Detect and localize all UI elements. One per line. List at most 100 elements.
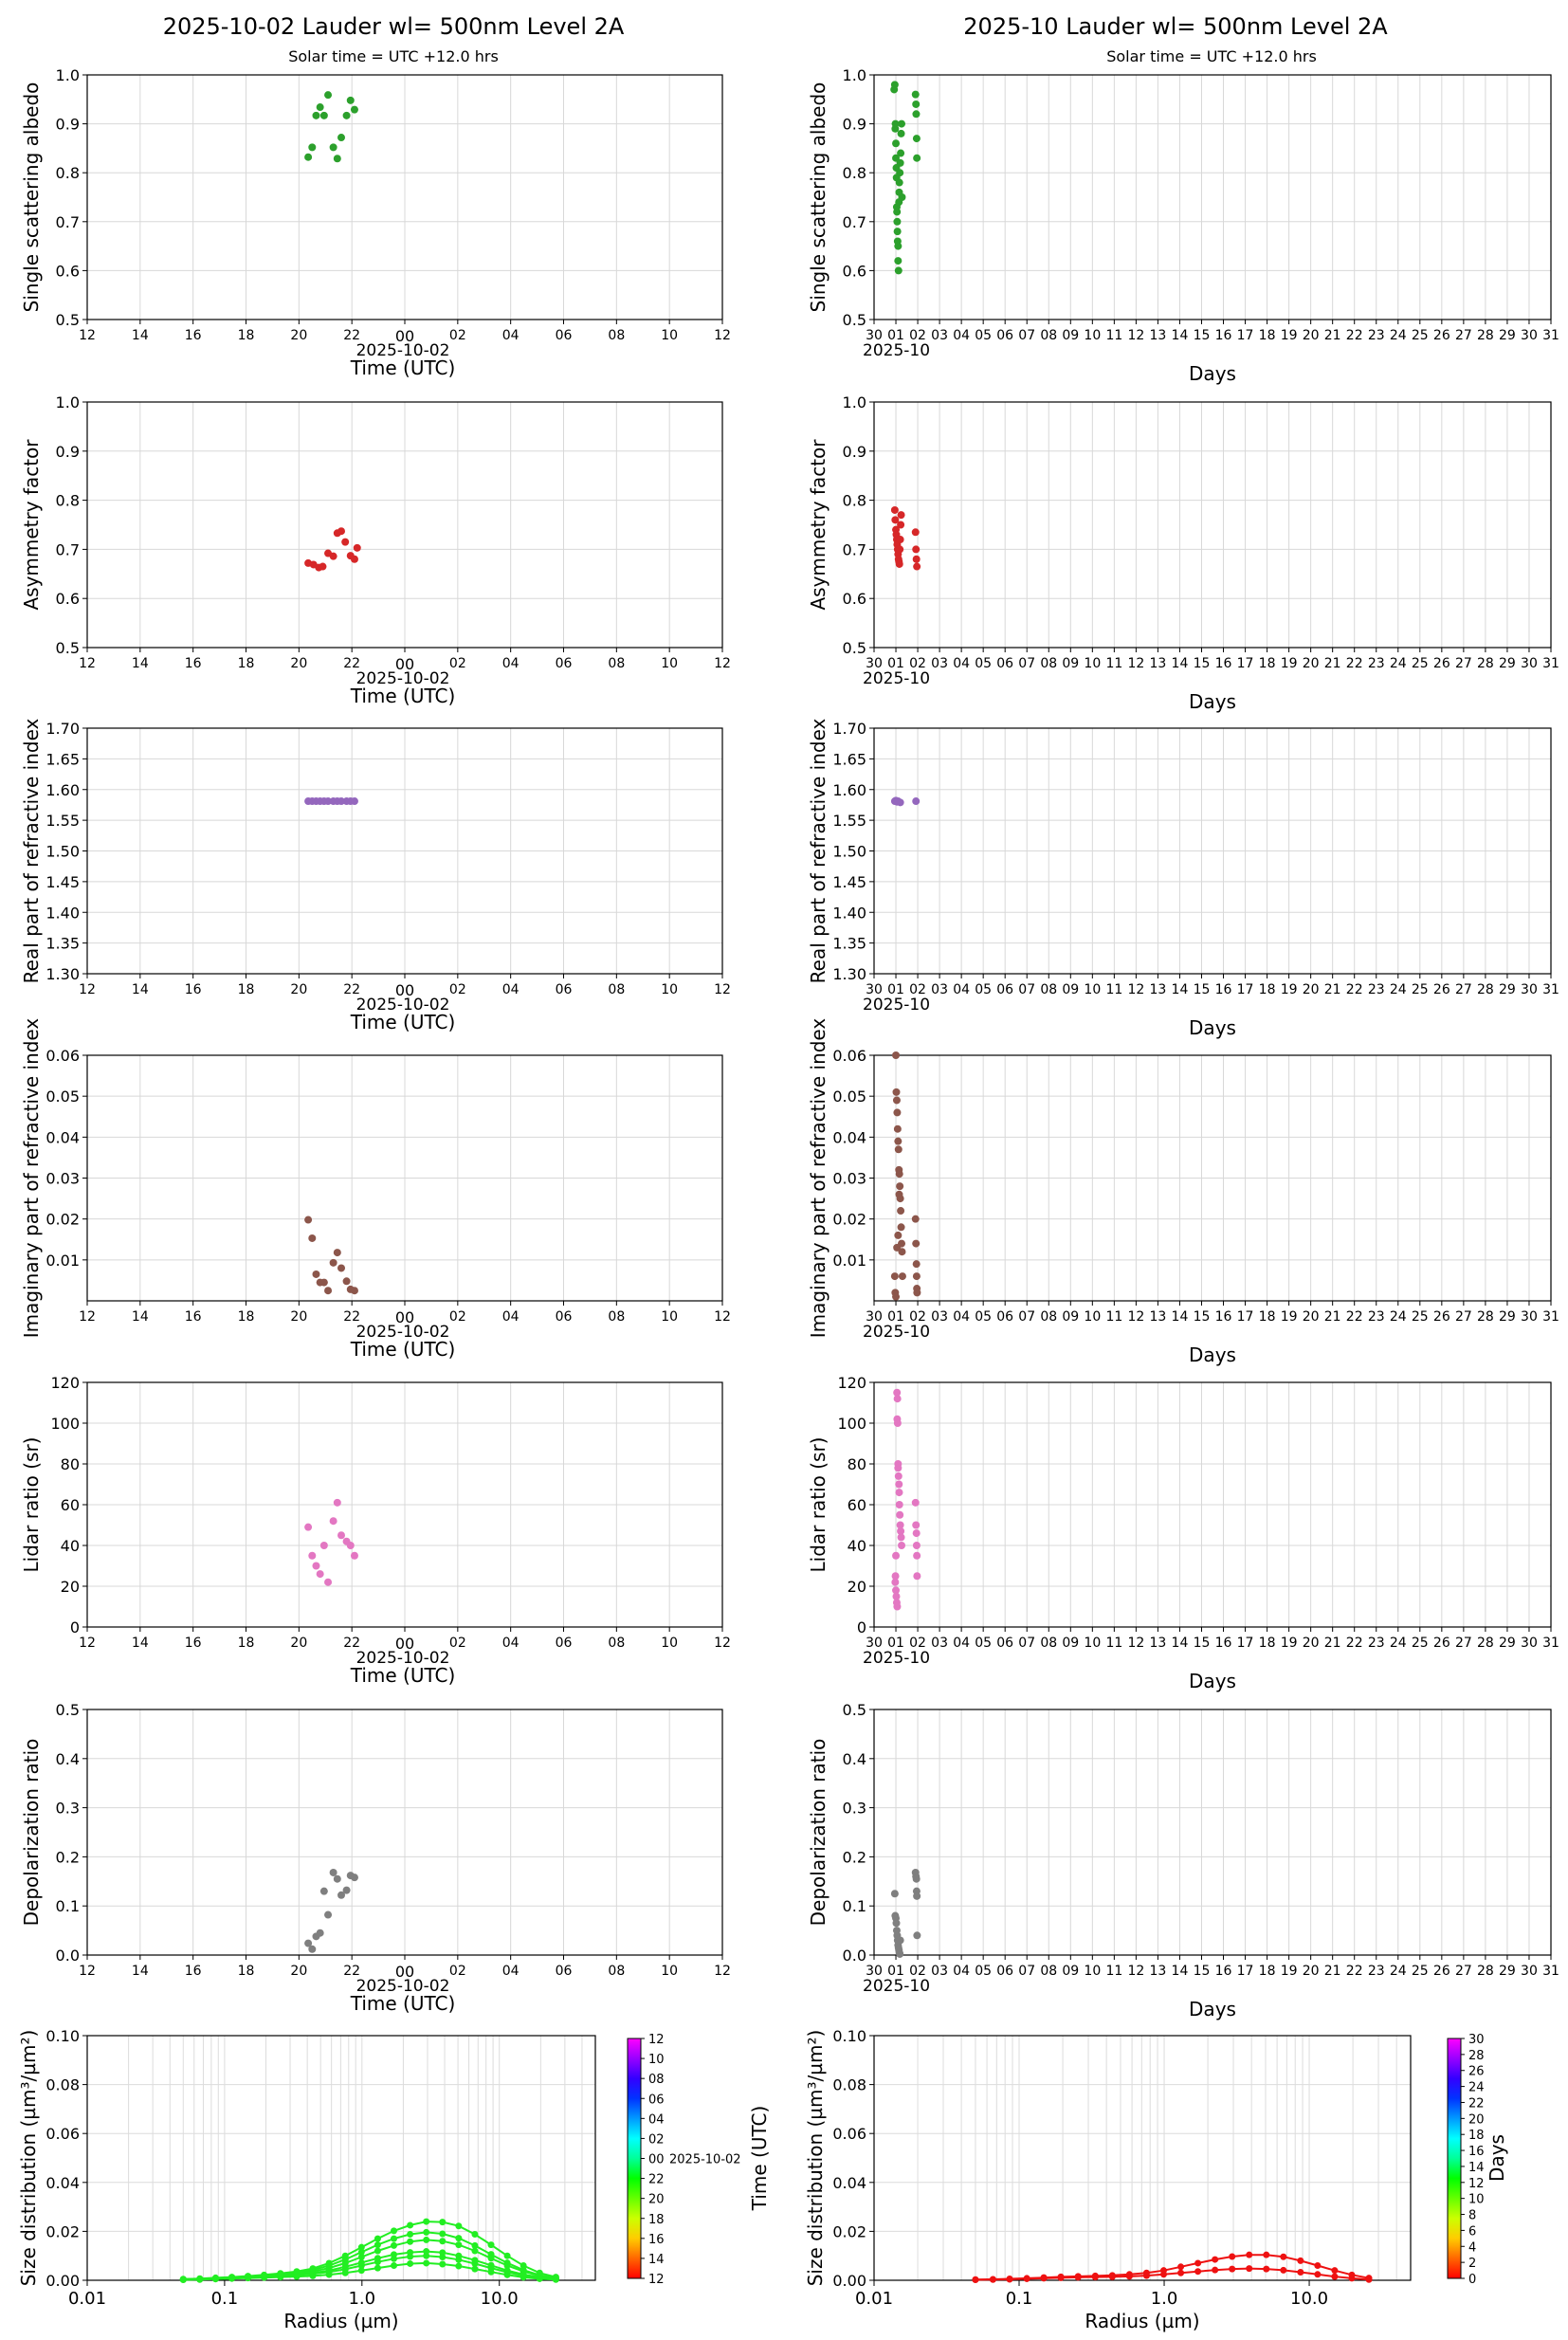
data-point (896, 798, 904, 807)
x-axis-label: Time (UTC) (350, 1664, 456, 1687)
x-tick-label: 25 (1412, 1636, 1429, 1651)
data-point (1263, 2251, 1270, 2258)
x-tick-label: 00 (395, 1963, 414, 1981)
x-tick-label: 12 (1127, 982, 1144, 997)
x-axis-label: Days (1189, 1998, 1236, 2020)
y-tick-label: 120 (50, 1374, 80, 1392)
y-tick-label: 1.65 (832, 750, 866, 768)
y-tick-label: 0.06 (46, 2125, 80, 2143)
x-tick-label: 06 (996, 328, 1013, 343)
colorbar-tick-label: 12 (1468, 2177, 1485, 2191)
data-point (1246, 2251, 1253, 2258)
colorbar-tick-label: 10 (648, 2053, 665, 2067)
x-tick-label: 22 (343, 982, 360, 997)
x-tick-label: 04 (502, 982, 520, 997)
y-tick-label: 0.00 (46, 2272, 80, 2290)
x-tick-label: 28 (1477, 1309, 1494, 1325)
y-tick-label: 1.0 (56, 393, 80, 411)
y-tick-label: 100 (50, 1415, 80, 1433)
x-tick-label: 28 (1477, 1964, 1494, 1979)
colorbar-tick-label: 04 (648, 2112, 665, 2127)
x-tick-label: 16 (185, 656, 202, 671)
colorbar-tick-label: 14 (1468, 2161, 1485, 2175)
x-tick-label: 05 (975, 1964, 992, 1979)
data-point (407, 2259, 414, 2267)
y-axis-label: Depolarization ratio (807, 1739, 830, 1927)
x-tick-label: 25 (1412, 328, 1429, 343)
x-tick-label: 26 (1433, 656, 1450, 671)
y-tick-label: 120 (837, 1374, 866, 1392)
x-tick-label: 29 (1499, 1309, 1516, 1325)
x-tick-label: 18 (1259, 1636, 1276, 1651)
data-point (487, 2241, 495, 2249)
colorbar-tick-label: 20 (648, 2193, 665, 2207)
data-point (891, 1572, 900, 1581)
y-axis-label: Asymmetry factor (20, 439, 43, 611)
data-point (329, 1517, 337, 1526)
x-tick-label: 04 (953, 1309, 970, 1325)
x-tick-label: 16 (185, 328, 202, 343)
x-tick-label: 28 (1477, 1636, 1494, 1651)
x-tick-label: 07 (1018, 328, 1035, 343)
x-tick-label: 16 (1215, 1309, 1232, 1325)
x-tick-label: 10 (1084, 1309, 1101, 1325)
y-tick-label: 0.01 (832, 1252, 866, 1270)
data-point (423, 2228, 430, 2236)
x-tick-label: 15 (1194, 1636, 1211, 1651)
x-tick-label: 08 (1040, 1636, 1057, 1651)
data-point (1365, 2275, 1373, 2282)
data-point (1108, 2272, 1116, 2279)
data-point (913, 154, 921, 162)
x-tick-label: 14 (1172, 656, 1189, 671)
x-tick-label: 08 (608, 1636, 625, 1651)
x-tick-label: 30 (866, 1964, 883, 1979)
y-axis-label: Imaginary part of refractive index (807, 1018, 830, 1339)
y-tick-label: 0.06 (832, 1047, 866, 1065)
y-axis-label: Imaginary part of refractive index (20, 1018, 43, 1339)
data-point (912, 1542, 921, 1549)
y-tick-label: 0.01 (46, 1252, 80, 1270)
x-tick-label: 13 (1150, 982, 1167, 997)
data-point (329, 552, 337, 560)
data-point (893, 1395, 902, 1403)
x-tick-label: 04 (953, 656, 970, 671)
x-tick-label: 14 (1172, 328, 1189, 343)
data-point (895, 1190, 903, 1198)
x-tick-label: 12 (79, 1964, 96, 1979)
x-tick-label: 22 (1346, 982, 1363, 997)
data-point (304, 1216, 313, 1224)
x-tick-label: 11 (1105, 982, 1122, 997)
data-point (896, 1182, 904, 1191)
data-point (989, 2276, 996, 2283)
x-tick-label: 03 (931, 982, 948, 997)
x-tick-label: 05 (975, 1636, 992, 1651)
size-series-line (183, 2231, 556, 2280)
data-point (1091, 2272, 1099, 2279)
x-tick-label: 09 (1062, 328, 1079, 343)
data-point (316, 1929, 324, 1937)
y-tick-label: 1.60 (832, 781, 866, 799)
data-point (891, 1578, 900, 1586)
data-point (316, 1570, 324, 1579)
y-tick-label: 0.6 (843, 590, 866, 608)
data-point (898, 1272, 906, 1281)
data-point (353, 543, 361, 552)
y-tick-label: 0.10 (46, 2027, 80, 2045)
x-tick-label: 25 (1412, 656, 1429, 671)
data-point (911, 90, 920, 99)
x-tick-label: 10 (1084, 982, 1101, 997)
y-tick-label: 0.03 (832, 1170, 866, 1188)
data-point (312, 111, 320, 119)
x-tick-label: 17 (1237, 1309, 1254, 1325)
date-label: 2025-10-02 (356, 1323, 450, 1342)
data-point (390, 2251, 397, 2258)
x-tick-label: 30 (1521, 328, 1538, 343)
x-tick-label: 12 (1127, 1964, 1144, 1979)
y-tick-label: 0.06 (832, 2125, 866, 2143)
colorbar-tick-label: 22 (1468, 2096, 1485, 2111)
y-tick-label: 0.05 (832, 1088, 866, 1106)
data-point (471, 2257, 479, 2264)
y-tick-label: 0.6 (56, 262, 80, 280)
x-tick-label: 02 (909, 328, 926, 343)
